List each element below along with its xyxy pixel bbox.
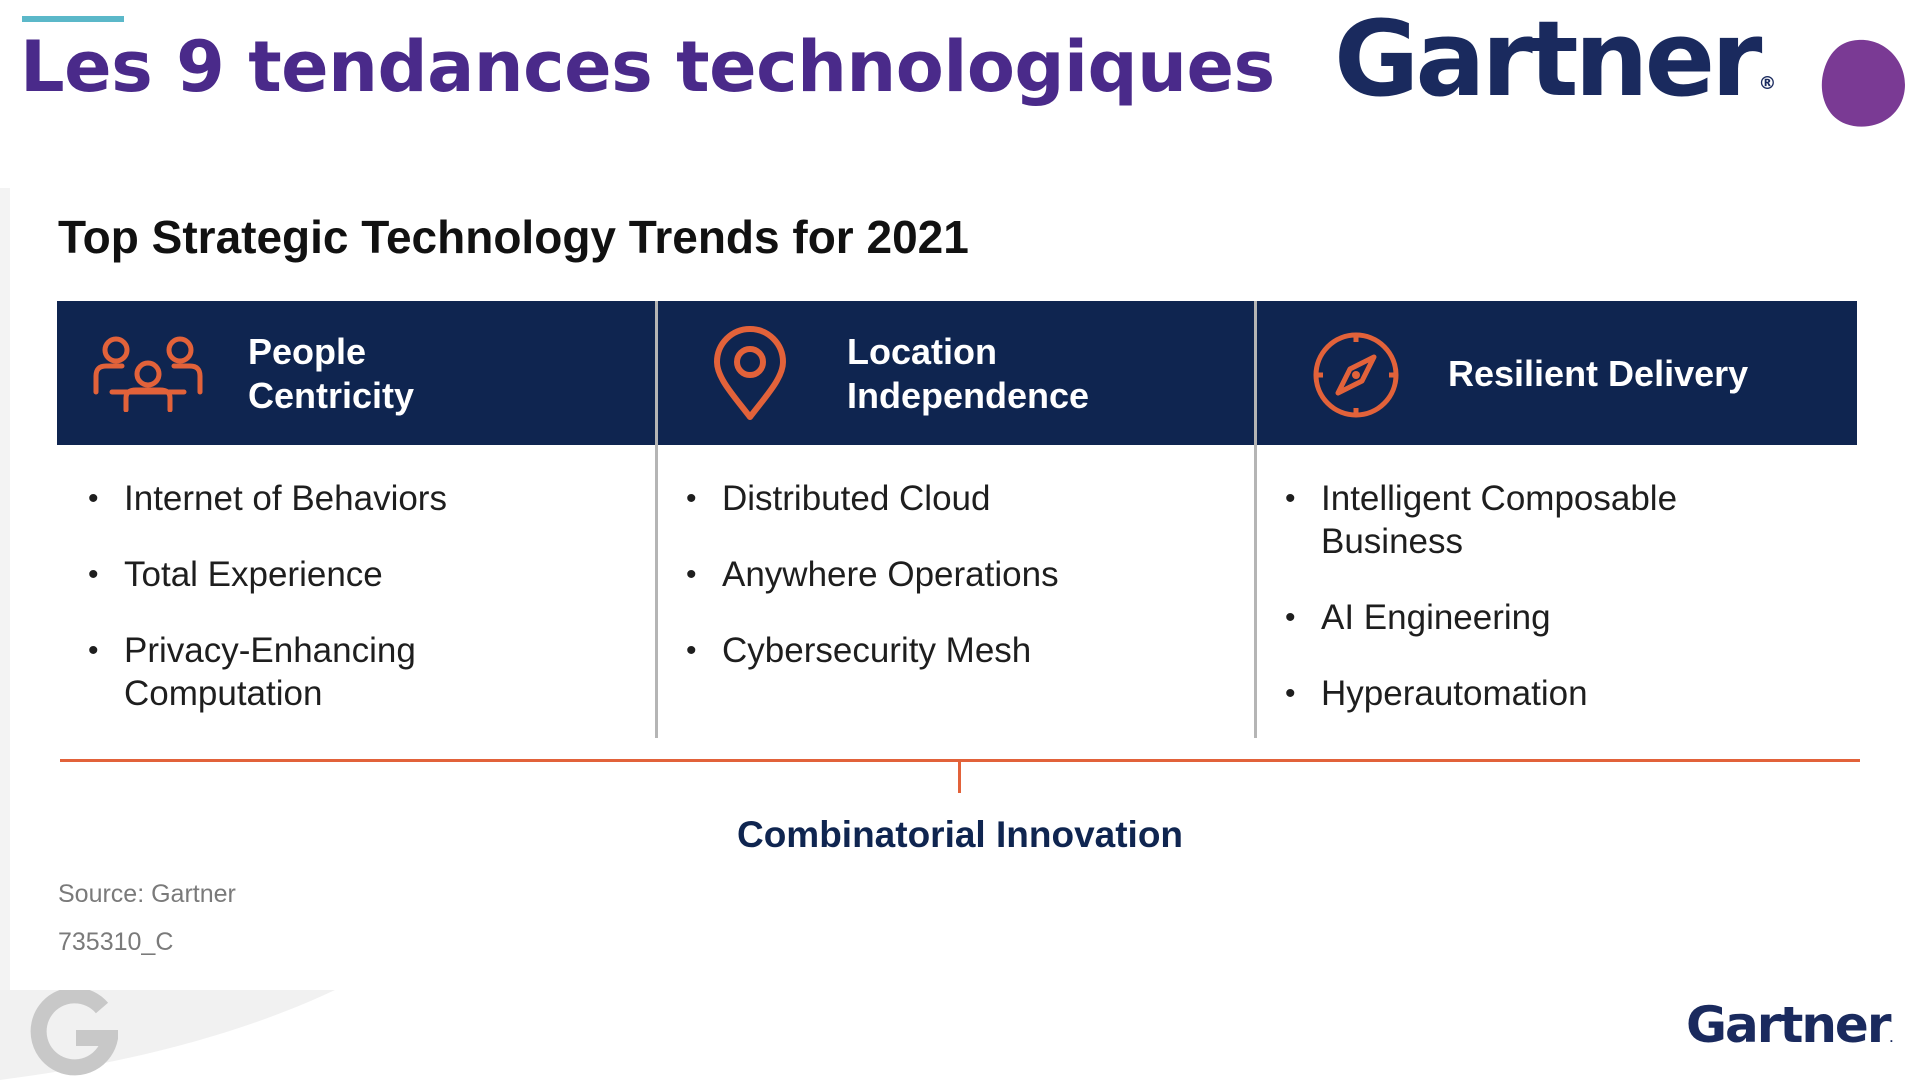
list-item: Total Experience (88, 553, 628, 596)
innovation-bracket-tick (958, 761, 961, 793)
g-logo-icon (30, 990, 118, 1076)
list-item: Hyperautomation (1285, 672, 1825, 715)
list-item: Internet of Behaviors (88, 477, 628, 520)
footer-swoosh (0, 990, 335, 1080)
registered-mark: . (1889, 1034, 1894, 1045)
list-item: AI Engineering (1285, 596, 1825, 639)
heading-line: Resilient Delivery (1448, 353, 1749, 394)
registered-mark: ® (1758, 73, 1777, 94)
combinatorial-innovation-label: Combinatorial Innovation (736, 814, 1184, 855)
heading-line: Location (847, 331, 997, 372)
source-note: Source: Gartner (58, 880, 236, 908)
slide-title: Les 9 tendances technologiques (20, 26, 1275, 108)
list-item: Distributed Cloud (686, 477, 1226, 520)
list-item: Intelligent Composable Business (1285, 477, 1741, 563)
gartner-logo: Gartner® (1334, 0, 1776, 120)
people-icon (93, 336, 203, 412)
heading-line: Independence (847, 375, 1090, 416)
heading-line: Centricity (248, 375, 415, 416)
column-heading-location-independence: Location Independence (847, 330, 1089, 418)
purple-blob-icon (1821, 39, 1905, 127)
trend-list-people-centricity: Internet of Behaviors Total Experience P… (88, 477, 628, 748)
gartner-logo-text: Gartner (1686, 996, 1892, 1054)
trends-header-band (57, 301, 1857, 445)
heading-line: People (248, 331, 367, 372)
gartner-logo-text: Gartner (1334, 0, 1762, 120)
title-accent-bar (22, 16, 124, 22)
list-item: Privacy-Enhancing Computation (88, 629, 484, 715)
column-divider (655, 301, 658, 738)
panel-edge (0, 188, 10, 990)
innovation-bracket-line (60, 759, 1860, 762)
document-code: 735310_C (58, 928, 174, 956)
trend-list-location-independence: Distributed Cloud Anywhere Operations Cy… (686, 477, 1226, 705)
compass-icon (1313, 332, 1399, 418)
location-pin-icon (714, 326, 786, 420)
column-divider (1254, 301, 1257, 738)
gartner-footer-logo: Gartner. (1686, 996, 1893, 1054)
list-item: Cybersecurity Mesh (686, 629, 1226, 672)
column-heading-people-centricity: People Centricity (248, 330, 414, 418)
list-item: Anywhere Operations (686, 553, 1226, 596)
trend-list-resilient-delivery: Intelligent Composable Business AI Engin… (1285, 477, 1825, 748)
column-heading-resilient-delivery: Resilient Delivery (1448, 352, 1748, 396)
panel-title: Top Strategic Technology Trends for 2021 (58, 211, 969, 263)
